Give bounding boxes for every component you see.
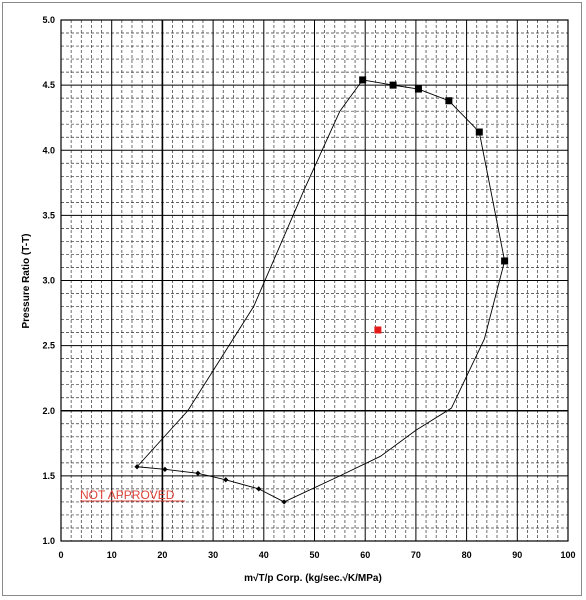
data-point-diamond xyxy=(256,486,262,492)
data-point-square xyxy=(389,81,397,89)
series-layer xyxy=(134,76,509,505)
y-tick-label: 3.5 xyxy=(42,210,55,220)
y-tick-label: 3.0 xyxy=(42,276,55,286)
y-tick-label: 5.0 xyxy=(42,15,55,25)
y-tick-label: 2.5 xyxy=(42,341,55,351)
x-tick-label: 30 xyxy=(208,550,218,560)
y-tick-label: 1.0 xyxy=(42,536,55,546)
y-tick-label: 1.5 xyxy=(42,471,55,481)
series-line-2 xyxy=(136,79,364,468)
x-tick-label: 80 xyxy=(462,550,472,560)
x-tick-label: 40 xyxy=(259,550,269,560)
plot-area-border xyxy=(60,19,569,542)
x-tick-label: 100 xyxy=(560,550,575,560)
series-line-3 xyxy=(283,260,506,503)
y-tick-label: 2.0 xyxy=(42,406,55,416)
data-point-square xyxy=(414,85,422,93)
x-tick-label: 90 xyxy=(512,550,522,560)
series-line-0 xyxy=(362,79,506,262)
data-point-square xyxy=(445,97,453,105)
data-point-diamond xyxy=(162,466,168,472)
series-line-1 xyxy=(137,466,285,503)
data-point-diamond xyxy=(195,470,201,476)
data-point-square xyxy=(475,128,483,136)
x-tick-label: 20 xyxy=(157,550,167,560)
x-axis-label: m√T/p Corp. (kg/sec.√K/MPa) xyxy=(244,573,382,584)
x-tick-label: 60 xyxy=(360,550,370,560)
x-tick-label: 10 xyxy=(107,550,117,560)
x-tick-labels: 0 10 20 30 40 50 60 70 80 90 100 xyxy=(58,550,575,560)
y-tick-label: 4.5 xyxy=(42,80,55,90)
y-tick-label: 4.0 xyxy=(42,145,55,155)
y-tick-labels: 1.0 1.5 2.0 2.5 3.0 3.5 4.0 4.5 5.0 xyxy=(42,15,55,546)
x-tick-label: 70 xyxy=(411,550,421,560)
x-tick-label: 50 xyxy=(309,550,319,560)
y-axis-label: Pressure Ratio (T-T) xyxy=(21,233,32,328)
not-approved-stamp: NOT APPROVED xyxy=(80,488,175,502)
compressor-map-chart: 0 10 20 30 40 50 60 70 80 90 100 1.0 1.5 2.0 2.5 3.0 3.… xyxy=(21,15,576,584)
x-tick-label: 0 xyxy=(58,550,63,560)
data-point-diamond xyxy=(223,477,229,483)
major-grid xyxy=(61,20,568,541)
chart-frame: 0 10 20 30 40 50 60 70 80 90 100 1.0 1.5 2.0 2.5 3.0 3.… xyxy=(2,2,582,596)
data-point-square xyxy=(374,326,382,334)
plot-border xyxy=(60,19,569,542)
